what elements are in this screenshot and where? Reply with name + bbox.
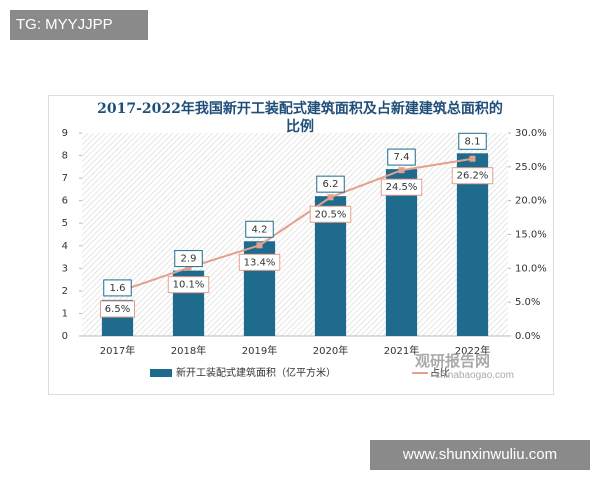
y-tick-label: 4 (62, 241, 68, 252)
y-tick-label: 2 (62, 286, 68, 297)
y2-tick-label: 15.0% (515, 230, 547, 241)
data-label-box (238, 253, 281, 271)
data-label-box (380, 178, 423, 196)
point (327, 194, 334, 201)
data-label: 6.2 (323, 179, 339, 190)
bar (385, 169, 418, 336)
data-label: 7.4 (394, 152, 410, 163)
data-label: 4.2 (252, 224, 268, 235)
data-label: 13.4% (244, 257, 276, 268)
y-tick-label: 9 (62, 128, 68, 139)
data-label-box (103, 279, 132, 297)
x-tick-label: 2021年 (384, 344, 419, 357)
y-tick-label: 8 (62, 151, 68, 162)
data-label: 20.5% (315, 209, 347, 220)
data-label: 2.9 (181, 254, 197, 265)
y-tick-label: 1 (62, 308, 68, 319)
data-label: 8.1 (465, 136, 481, 147)
x-tick-label: 2018年 (171, 344, 206, 357)
x-tick-label: 2017年 (100, 344, 135, 357)
x-tick-label: 2020年 (313, 344, 348, 357)
plot-background (82, 133, 508, 336)
data-label-box (458, 132, 487, 150)
data-label-box (100, 300, 135, 318)
watermark-url: chinabaogao.com (435, 370, 514, 381)
y-tick-label: 5 (62, 218, 68, 229)
data-label: 10.1% (173, 280, 205, 291)
watermark: 观研报告网 (415, 353, 491, 370)
y2-tick-label: 30.0% (515, 128, 547, 139)
y-tick-label: 6 (62, 196, 68, 207)
site-tag: www.shunxinwuliu.com (370, 440, 590, 470)
x-tick-label: 2019年 (242, 344, 277, 357)
point (256, 242, 263, 249)
line (117, 157, 473, 293)
y2-tick-label: 25.0% (515, 162, 547, 173)
legend-label: 新开工装配式建筑面积（亿平方米） (176, 366, 336, 379)
x-tick-label: 2022年 (455, 344, 490, 357)
y2-tick-label: 0.0% (515, 331, 540, 342)
data-label: 24.5% (386, 182, 418, 193)
data-label-box (387, 148, 416, 166)
data-label-box (167, 276, 210, 294)
data-label-box (451, 167, 494, 185)
point (185, 264, 192, 271)
chart-card (48, 95, 554, 395)
data-label: 6.5% (105, 304, 130, 315)
point (469, 155, 476, 162)
y-tick-label: 3 (62, 263, 68, 274)
y2-tick-label: 20.0% (515, 196, 547, 207)
data-label-box (174, 250, 203, 268)
point (398, 167, 405, 174)
legend-swatch (150, 369, 172, 377)
data-label: 1.6 (110, 283, 126, 294)
top-tag: TG: MYYJJPP (10, 10, 148, 40)
data-label-box (309, 205, 352, 223)
y-tick-label: 7 (62, 173, 68, 184)
data-label: 26.2% (457, 171, 489, 182)
y-tick-label: 0 (62, 331, 68, 342)
legend-label: 占比 (430, 366, 450, 379)
chart-title: 2017-2022年我国新开工装配式建筑面积及占新建建筑总面积的比例 (97, 101, 503, 135)
data-label-box (245, 220, 274, 238)
y2-tick-label: 5.0% (515, 297, 540, 308)
data-label-box (316, 175, 345, 193)
y2-tick-label: 10.0% (515, 263, 547, 274)
